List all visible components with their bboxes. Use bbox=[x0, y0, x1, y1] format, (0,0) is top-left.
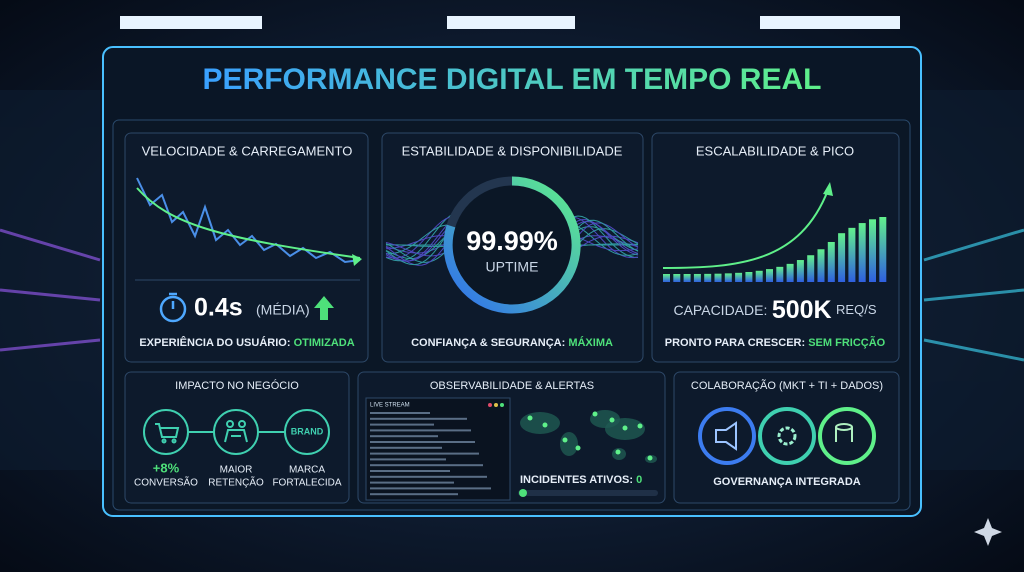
bar bbox=[663, 274, 670, 282]
map-dot bbox=[575, 445, 581, 451]
log-lines bbox=[370, 412, 491, 496]
window-dots bbox=[488, 403, 504, 407]
impact-label: FORTALECIDA bbox=[272, 478, 341, 489]
panel bbox=[124, 132, 369, 363]
progress-dot bbox=[519, 489, 527, 497]
progress-track bbox=[518, 490, 658, 496]
world-map bbox=[520, 410, 657, 463]
metric-line: CAPACIDADE: 500K REQ/S bbox=[673, 296, 876, 324]
panel bbox=[673, 371, 900, 504]
log-line bbox=[370, 429, 471, 432]
bar bbox=[724, 273, 732, 282]
bar bbox=[807, 255, 815, 282]
panel-title: COLABORAÇÃO (MKT + TI + DADOS) bbox=[691, 379, 883, 392]
bar bbox=[693, 273, 701, 282]
bar bbox=[848, 227, 856, 282]
map-dot bbox=[562, 437, 568, 443]
log-line bbox=[370, 441, 475, 443]
panel-title: OBSERVABILIDADE & ALERTAS bbox=[430, 380, 594, 392]
log-line bbox=[370, 417, 467, 420]
stopwatch-icon bbox=[159, 292, 187, 323]
trend-curve bbox=[136, 187, 361, 259]
title: PERFORMANCE DIGITAL EM TEMPO REAL bbox=[203, 63, 822, 96]
bar bbox=[776, 266, 784, 282]
map-dot bbox=[592, 411, 598, 417]
panel bbox=[124, 371, 350, 504]
log-line bbox=[370, 452, 479, 455]
continent bbox=[520, 412, 560, 434]
bar bbox=[869, 219, 876, 282]
panel-title: IMPACTO NO NEGÓCIO bbox=[175, 379, 299, 392]
bar bbox=[879, 217, 887, 282]
map-dot bbox=[622, 425, 628, 431]
server-racks bbox=[0, 90, 1024, 470]
gauge-arc bbox=[443, 176, 581, 314]
log-line bbox=[370, 475, 487, 478]
log-line bbox=[370, 423, 434, 426]
log-line bbox=[370, 412, 430, 414]
bar bbox=[755, 270, 763, 282]
bar bbox=[786, 263, 794, 282]
map-dot bbox=[647, 455, 653, 461]
impact-value: +8% bbox=[153, 460, 180, 475]
growth-curve bbox=[662, 189, 829, 269]
log-line bbox=[370, 470, 450, 472]
bar bbox=[827, 241, 835, 282]
panel bbox=[651, 132, 900, 363]
panel-title: VELOCIDADE & CARREGAMENTO bbox=[142, 143, 353, 158]
trend-line bbox=[136, 177, 361, 264]
bar bbox=[796, 260, 804, 282]
incidents: INCIDENTES ATIVOS: 0 bbox=[520, 474, 642, 486]
panel-title: ESCALABILIDADE & PICO bbox=[696, 143, 854, 158]
map-dot bbox=[615, 449, 621, 455]
sparkle bbox=[974, 518, 1002, 546]
bar bbox=[735, 272, 743, 282]
impact-icons bbox=[143, 409, 330, 455]
continent bbox=[560, 432, 578, 456]
log-line bbox=[370, 481, 454, 484]
log-line bbox=[370, 435, 438, 438]
collab-loop bbox=[698, 407, 876, 465]
map-dot bbox=[542, 422, 548, 428]
ceiling-lights bbox=[120, 16, 900, 29]
brand-icon: BRAND bbox=[291, 426, 324, 436]
log-line bbox=[370, 458, 446, 461]
bar bbox=[673, 273, 681, 282]
metric-note: UPTIME bbox=[486, 259, 539, 275]
arrow bbox=[823, 182, 833, 196]
metric: 99.99% bbox=[466, 226, 558, 256]
panel-footer: CONFIANÇA & SEGURANÇA: MÁXIMA bbox=[411, 336, 613, 349]
map-dot bbox=[609, 417, 615, 423]
bar bbox=[766, 269, 773, 282]
bar bbox=[838, 233, 846, 282]
panel-footer: GOVERNANÇA INTEGRADA bbox=[713, 476, 861, 488]
bar bbox=[858, 223, 866, 282]
impact-label: CONVERSÃO bbox=[134, 476, 198, 489]
bar bbox=[714, 273, 722, 282]
impact-label: MARCA bbox=[289, 465, 325, 476]
log-line bbox=[370, 446, 442, 449]
panel-footer: EXPERIÊNCIA DO USUÁRIO: OTIMIZADA bbox=[139, 336, 354, 349]
log-title: LIVE STREAM bbox=[370, 403, 410, 409]
bar bbox=[704, 273, 712, 282]
metric-note: (MÉDIA) bbox=[256, 302, 310, 318]
metric: 0.4s bbox=[194, 294, 243, 322]
up-arrow bbox=[314, 296, 334, 320]
log-line bbox=[370, 487, 491, 490]
bars bbox=[663, 217, 887, 282]
panel-footer: PRONTO PARA CRESCER: SEM FRICÇÃO bbox=[665, 336, 886, 349]
log-line bbox=[370, 464, 483, 467]
map-dot bbox=[527, 415, 533, 421]
arrow bbox=[352, 254, 362, 266]
bar bbox=[683, 273, 691, 282]
log-line bbox=[370, 493, 458, 496]
panel-title: ESTABILIDADE & DISPONIBILIDADE bbox=[402, 143, 623, 158]
map-dot bbox=[637, 423, 643, 429]
impact-label: RETENÇÃO bbox=[208, 476, 264, 489]
bar bbox=[745, 271, 753, 282]
bar bbox=[817, 249, 825, 282]
impact-label: MAIOR bbox=[220, 465, 253, 476]
